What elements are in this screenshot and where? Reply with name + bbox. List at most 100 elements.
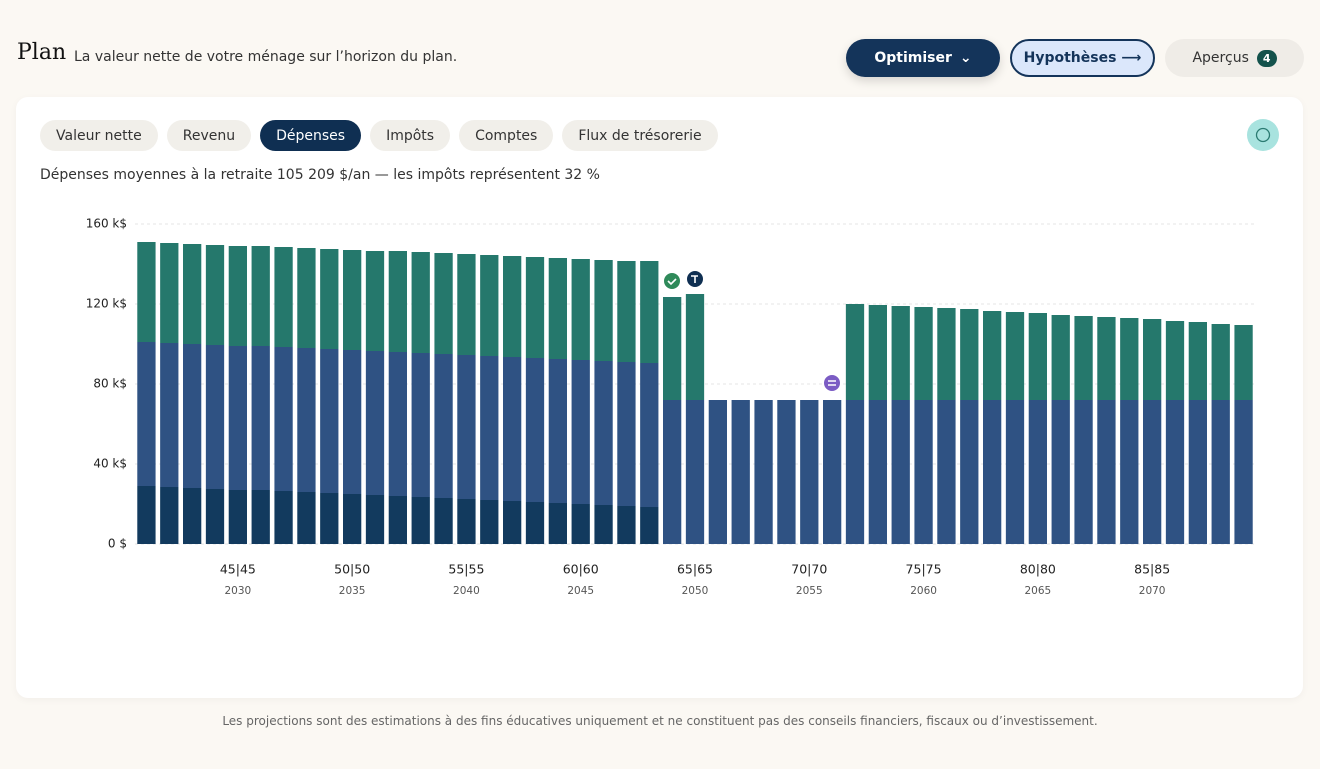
info-button[interactable] (1247, 119, 1279, 151)
bar-segment (365, 495, 385, 544)
bar-segment (891, 306, 910, 400)
bar-segment (845, 400, 865, 544)
bar-segment (1097, 317, 1116, 400)
bar-segment (137, 342, 156, 486)
tab[interactable]: Impôts (370, 120, 451, 151)
bar-segment (388, 352, 407, 496)
bar-segment (480, 255, 499, 356)
tab[interactable]: Comptes (459, 120, 554, 151)
bar-segment (365, 251, 385, 351)
event-glyph (691, 275, 698, 283)
bar-segment (914, 400, 933, 544)
bar-segment (640, 261, 659, 363)
x-tick-age: 65|65 (677, 562, 713, 577)
insights-button[interactable]: Aperçus 4 (1165, 39, 1304, 77)
x-tick-age: 55|55 (448, 562, 484, 577)
bar-segment (320, 249, 339, 349)
bar-segment (457, 254, 476, 355)
bar-segment (320, 493, 339, 544)
event-icon[interactable] (822, 373, 842, 393)
bar-segment (1165, 321, 1185, 400)
bar-segment (1165, 400, 1185, 544)
x-tick-label: 2030 (224, 585, 251, 597)
bar-segment (1211, 324, 1230, 400)
event-icon[interactable] (662, 271, 682, 291)
bar-segment (1211, 400, 1230, 544)
bar-segment (503, 357, 522, 501)
bar-segment (525, 502, 545, 544)
bar-segment (160, 487, 179, 544)
page-title: Plan (17, 40, 67, 65)
optimize-button[interactable]: Optimiser ⌄ (846, 39, 1000, 77)
x-tick-label: 2045 (567, 585, 594, 597)
tab-bar: Valeur nette Revenu Dépenses Impôts Comp… (40, 120, 718, 151)
bar-segment (525, 358, 545, 502)
insights-badge: 4 (1256, 49, 1277, 67)
bar-segment (411, 252, 430, 353)
bar-segment (297, 348, 316, 492)
bar-segment (274, 347, 293, 491)
x-tick-age: 50|50 (334, 562, 370, 577)
bar-segment (548, 359, 567, 503)
bar-segment (731, 400, 750, 544)
bar-segment (297, 492, 316, 544)
tab[interactable]: Flux de trésorerie (562, 120, 718, 151)
info-icon (1255, 127, 1271, 143)
bar-segment (1188, 322, 1207, 400)
bar-segment (708, 400, 727, 544)
bar-segment (571, 259, 590, 360)
y-tick-label: 160 k$ (86, 217, 127, 231)
tab-active[interactable]: Dépenses (260, 120, 362, 151)
x-tick-age: 45|45 (220, 562, 256, 577)
event-glyph (667, 278, 677, 286)
disclaimer: Les projections sont des estimations à d… (222, 714, 1098, 728)
bar-segment (343, 494, 362, 544)
bar-segment (868, 305, 887, 400)
bar-segment (1074, 316, 1093, 400)
bar-segment (297, 248, 316, 348)
y-tick-label: 0 $ (108, 537, 127, 551)
x-tick-label: 2065 (1024, 585, 1051, 597)
bar-segment (571, 504, 590, 544)
bar-segment (160, 343, 179, 487)
bar-segment (525, 257, 545, 358)
bar-segment (480, 356, 499, 500)
bar-segment (1188, 400, 1207, 544)
bar-segment (617, 362, 636, 506)
bar-segment (457, 499, 476, 544)
bar-segment (868, 400, 887, 544)
x-tick-age: 85|85 (1134, 562, 1170, 577)
bar-segment (617, 261, 636, 362)
bar-segment (983, 311, 1002, 400)
bar-segment (823, 400, 842, 544)
x-tick-label: 2040 (453, 585, 480, 597)
bar-segment (1005, 400, 1025, 544)
bar-segment (251, 246, 270, 346)
chevron: ⌄ (959, 50, 972, 66)
bar-segment (663, 400, 682, 544)
x-tick-age: 60|60 (563, 562, 599, 577)
bar-segment (1120, 400, 1139, 544)
bar-segment (434, 498, 453, 544)
tab[interactable]: Valeur nette (40, 120, 158, 151)
bar-segment (228, 246, 247, 346)
bar-segment (434, 253, 453, 354)
bar-segment (137, 486, 156, 544)
bar-segment (845, 304, 865, 400)
bar-segment (183, 488, 202, 544)
y-tick-label: 40 k$ (93, 457, 127, 471)
bar-segment (594, 505, 613, 544)
bar-segment (983, 400, 1002, 544)
bar-segment (777, 400, 796, 544)
bar-segment (937, 308, 956, 400)
bar-segment (274, 491, 293, 544)
x-tick-age: 70|70 (791, 562, 827, 577)
bar-segment (1028, 400, 1047, 544)
tab[interactable]: Revenu (166, 120, 252, 151)
bar-segment (137, 242, 156, 342)
bar-segment (1120, 318, 1139, 400)
bar-segment (571, 360, 590, 504)
bar-segment (343, 250, 362, 350)
assumptions-button[interactable]: Hypothèses ⟶ (1010, 39, 1155, 77)
